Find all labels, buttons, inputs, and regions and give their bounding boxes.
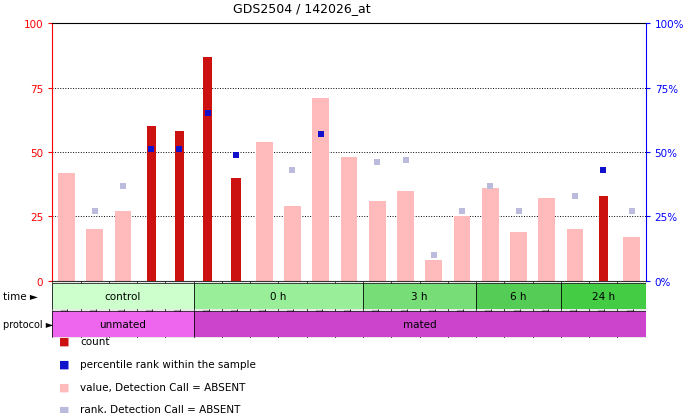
Text: GSM112962: GSM112962 [373, 285, 382, 334]
Text: GSM112970: GSM112970 [542, 285, 551, 334]
Bar [567, 230, 584, 281]
Text: 6 h: 6 h [510, 291, 527, 301]
Text: count: count [80, 336, 110, 346]
Text: percentile rank within the sample: percentile rank within the sample [80, 359, 256, 369]
FancyBboxPatch shape [80, 281, 109, 338]
Bar [312, 99, 329, 281]
Text: 24 h: 24 h [592, 291, 615, 301]
FancyBboxPatch shape [52, 281, 80, 338]
Text: protocol ►: protocol ► [3, 319, 54, 329]
FancyBboxPatch shape [618, 281, 646, 338]
FancyBboxPatch shape [52, 311, 193, 337]
Text: GSM112931: GSM112931 [62, 285, 71, 334]
FancyBboxPatch shape [505, 281, 533, 338]
Text: unmated: unmated [100, 319, 147, 329]
Text: GSM112971: GSM112971 [570, 285, 579, 334]
Text: 0 h: 0 h [270, 291, 287, 301]
Text: ■: ■ [59, 359, 70, 369]
Text: ■: ■ [59, 382, 70, 392]
FancyBboxPatch shape [561, 283, 646, 309]
Bar [341, 158, 357, 281]
Text: GDS2504 / 142026_at: GDS2504 / 142026_at [232, 2, 371, 15]
Text: GSM112968: GSM112968 [514, 285, 523, 334]
Bar [510, 233, 527, 281]
Text: GSM112945: GSM112945 [175, 285, 184, 334]
FancyBboxPatch shape [193, 311, 646, 337]
FancyBboxPatch shape [476, 281, 505, 338]
Text: GSM112972: GSM112972 [599, 285, 608, 334]
Bar [231, 178, 241, 281]
Text: GSM112964: GSM112964 [429, 285, 438, 334]
Bar [174, 132, 184, 281]
Bar [482, 189, 499, 281]
FancyBboxPatch shape [561, 281, 589, 338]
Text: ■: ■ [59, 336, 70, 346]
Bar [87, 230, 103, 281]
Text: GSM112947: GSM112947 [232, 285, 241, 334]
Text: GSM112948: GSM112948 [260, 285, 269, 334]
FancyBboxPatch shape [137, 281, 165, 338]
FancyBboxPatch shape [419, 281, 448, 338]
Text: time ►: time ► [3, 291, 38, 301]
Bar [538, 199, 555, 281]
FancyBboxPatch shape [476, 283, 561, 309]
Bar [203, 57, 212, 281]
FancyBboxPatch shape [193, 281, 222, 338]
Text: GSM112952: GSM112952 [345, 285, 353, 334]
Text: GSM112943: GSM112943 [147, 285, 156, 334]
FancyBboxPatch shape [363, 281, 392, 338]
FancyBboxPatch shape [448, 281, 476, 338]
Text: mated: mated [403, 319, 436, 329]
FancyBboxPatch shape [250, 281, 279, 338]
Text: GSM112946: GSM112946 [203, 285, 212, 334]
Text: GSM112963: GSM112963 [401, 285, 410, 334]
FancyBboxPatch shape [109, 281, 137, 338]
Text: GSM112965: GSM112965 [457, 285, 466, 334]
FancyBboxPatch shape [363, 283, 476, 309]
FancyBboxPatch shape [279, 281, 306, 338]
Bar [147, 127, 156, 281]
Bar [425, 261, 443, 281]
FancyBboxPatch shape [165, 281, 193, 338]
Bar [255, 142, 273, 281]
Text: rank, Detection Call = ABSENT: rank, Detection Call = ABSENT [80, 404, 241, 413]
Text: ■: ■ [59, 404, 70, 413]
Bar [599, 196, 608, 281]
Text: GSM112942: GSM112942 [119, 285, 128, 334]
FancyBboxPatch shape [589, 281, 618, 338]
FancyBboxPatch shape [392, 281, 419, 338]
Bar [397, 191, 414, 281]
Text: GSM112967: GSM112967 [486, 285, 495, 334]
Bar [114, 212, 131, 281]
Bar [454, 217, 470, 281]
Text: value, Detection Call = ABSENT: value, Detection Call = ABSENT [80, 382, 246, 392]
Text: control: control [105, 291, 141, 301]
FancyBboxPatch shape [52, 283, 193, 309]
Text: GSM112949: GSM112949 [288, 285, 297, 334]
Bar [284, 206, 301, 281]
Text: 3 h: 3 h [411, 291, 428, 301]
FancyBboxPatch shape [533, 281, 561, 338]
Bar [369, 202, 386, 281]
FancyBboxPatch shape [222, 281, 250, 338]
FancyBboxPatch shape [335, 281, 363, 338]
Text: GSM112935: GSM112935 [90, 285, 99, 334]
Bar [623, 237, 640, 281]
Text: GSM113345: GSM113345 [627, 285, 636, 334]
Bar [58, 173, 75, 281]
FancyBboxPatch shape [306, 281, 335, 338]
Text: GSM112950: GSM112950 [316, 285, 325, 334]
FancyBboxPatch shape [193, 283, 363, 309]
